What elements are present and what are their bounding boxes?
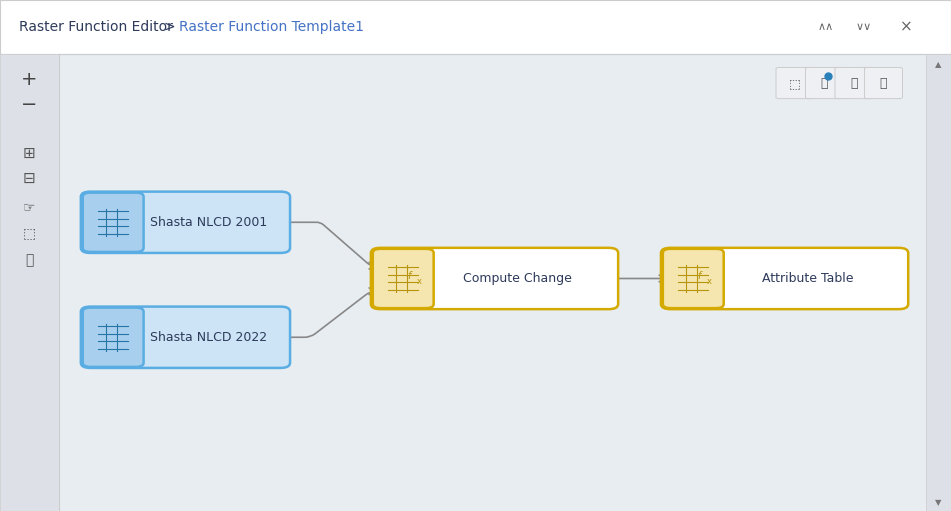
Text: ⬚: ⬚ [23, 226, 36, 241]
Text: f: f [697, 271, 701, 282]
FancyBboxPatch shape [0, 0, 951, 54]
Text: ⊟: ⊟ [23, 171, 36, 187]
Text: 💾: 💾 [821, 77, 828, 90]
Text: Attribute Table: Attribute Table [762, 272, 853, 285]
Text: Compute Change: Compute Change [463, 272, 572, 285]
Text: x: x [707, 277, 712, 286]
Text: ▼: ▼ [936, 498, 941, 507]
Text: −: − [21, 95, 38, 114]
Text: +: + [21, 69, 38, 89]
FancyBboxPatch shape [373, 249, 434, 308]
Text: Shasta NLCD 2022: Shasta NLCD 2022 [149, 331, 267, 344]
FancyBboxPatch shape [81, 192, 290, 253]
Text: ⬚: ⬚ [789, 77, 801, 90]
FancyBboxPatch shape [371, 248, 618, 309]
FancyBboxPatch shape [835, 67, 873, 99]
Text: Raster Function Template1: Raster Function Template1 [179, 19, 364, 34]
Text: Shasta NLCD 2001: Shasta NLCD 2001 [149, 216, 267, 229]
Text: ×: × [900, 19, 913, 34]
Text: >: > [164, 19, 180, 34]
Text: ☞: ☞ [23, 200, 36, 214]
Text: ⎙: ⎙ [26, 253, 33, 268]
FancyBboxPatch shape [926, 54, 951, 511]
Text: ⊞: ⊞ [23, 146, 36, 161]
Text: ▲: ▲ [936, 60, 941, 69]
Text: f: f [407, 271, 411, 282]
FancyBboxPatch shape [663, 249, 724, 308]
FancyBboxPatch shape [0, 54, 59, 511]
Text: ∨∨: ∨∨ [855, 21, 872, 32]
FancyBboxPatch shape [83, 193, 144, 252]
Text: Raster Function Editor: Raster Function Editor [19, 19, 177, 34]
FancyBboxPatch shape [864, 67, 902, 99]
FancyBboxPatch shape [661, 248, 908, 309]
FancyBboxPatch shape [81, 307, 290, 368]
Text: ∧∧: ∧∧ [817, 21, 834, 32]
Text: 📋: 📋 [850, 77, 858, 90]
FancyBboxPatch shape [83, 308, 144, 367]
Text: ⬜: ⬜ [880, 77, 887, 90]
FancyBboxPatch shape [805, 67, 844, 99]
Text: x: x [417, 277, 422, 286]
FancyBboxPatch shape [776, 67, 814, 99]
